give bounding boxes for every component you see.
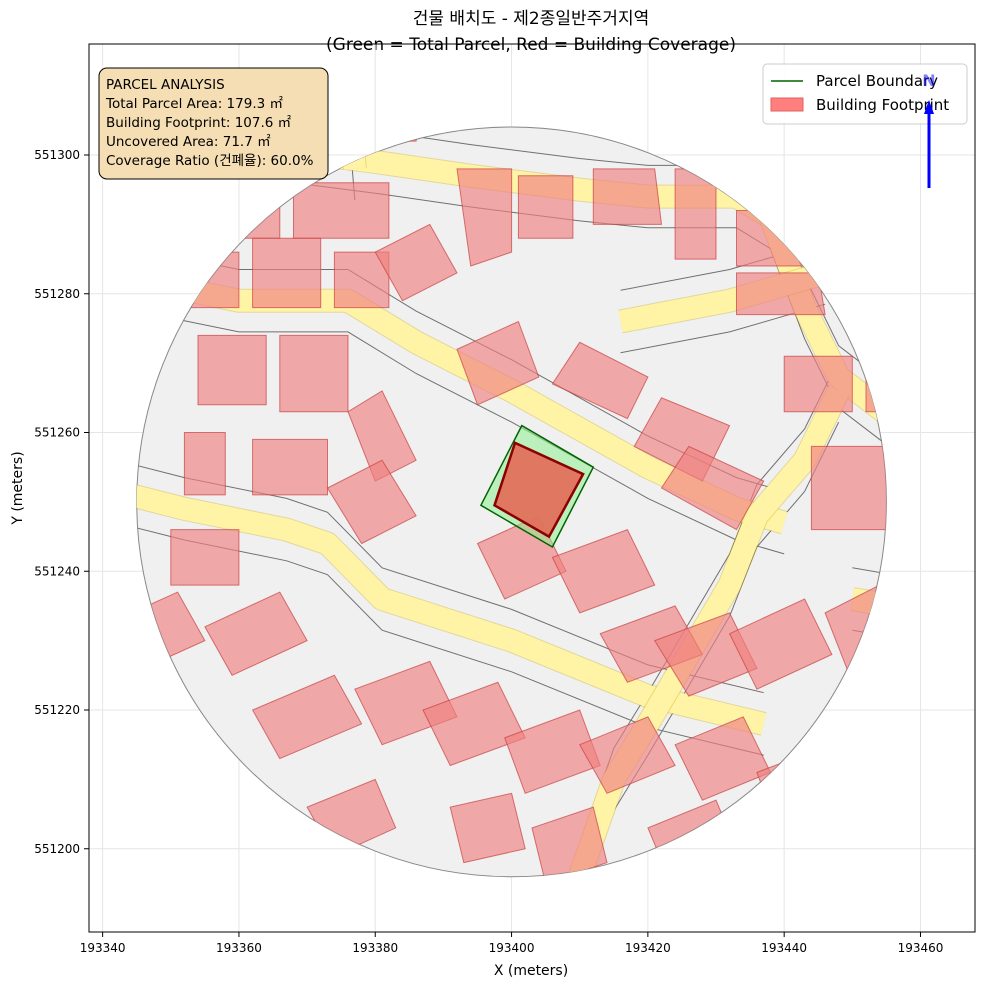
x-tick-label: 193400 <box>489 941 535 955</box>
neighbor-building <box>279 334 349 413</box>
x-tick-label: 193440 <box>761 941 807 955</box>
north-arrow: N <box>922 71 936 188</box>
x-tick-label: 193340 <box>80 941 126 955</box>
neighbor-building <box>674 716 772 801</box>
block-outline <box>170 317 785 555</box>
neighbor-building <box>252 237 322 309</box>
legend-parcel-boundary: Parcel Boundary <box>816 72 938 90</box>
neighbor-building <box>252 438 328 496</box>
block-outline <box>852 629 887 645</box>
neighbor-building <box>197 334 267 406</box>
neighbor-building <box>865 348 887 413</box>
info-box-background <box>98 67 329 180</box>
info-building-footprint: Building Footprint: 107.6 ㎡ <box>106 115 292 131</box>
block-outline <box>852 567 887 583</box>
chart-title-line2: (Green = Total Parcel, Red = Building Co… <box>326 35 736 55</box>
x-tick-label: 193460 <box>898 941 944 955</box>
neighbor-building <box>504 709 601 794</box>
x-tick-label: 193380 <box>352 941 398 955</box>
neighbor-building <box>326 459 417 545</box>
neighbor-building <box>170 529 240 586</box>
info-heading: PARCEL ANALYSIS <box>106 77 225 93</box>
neighbor-building <box>660 445 765 531</box>
north-label: N <box>922 71 935 90</box>
x-axis-label: X (meters) <box>494 963 568 979</box>
neighbor-building <box>374 223 458 302</box>
info-uncovered-area: Uncovered Area: 71.7 ㎡ <box>106 134 271 150</box>
legend: Parcel Boundary Building Footprint <box>762 63 968 125</box>
legend-building-footprint: Building Footprint <box>816 96 949 114</box>
road-edge <box>843 285 887 365</box>
building-footprint <box>492 441 585 539</box>
neighbor-building <box>783 355 853 413</box>
neighbor-building <box>224 182 281 239</box>
x-axis-ticks: 193340 193360 193380 193400 193420 193440 1934… <box>80 932 944 955</box>
info-coverage-ratio: Coverage Ratio (건폐율): 60.0% <box>106 153 314 169</box>
block-outline <box>347 127 356 138</box>
road <box>844 286 887 364</box>
legend-background <box>762 63 968 125</box>
neighbor-building <box>456 168 513 267</box>
y-axis-ticks: 551200 551220 551240 551260 551280 551300 <box>34 148 89 856</box>
y-tick-label: 551200 <box>34 842 80 856</box>
neighbor-building <box>551 528 656 614</box>
y-axis-label: Y (meters) <box>10 451 26 525</box>
neighbor-building <box>456 320 540 406</box>
neighbor-building <box>674 168 717 260</box>
neighbor-building <box>367 127 424 142</box>
neighbor-building <box>443 65 498 121</box>
neighbor-building <box>347 390 417 482</box>
neighbor-building <box>183 432 226 496</box>
neighbor-building <box>293 182 390 239</box>
neighbor-building <box>251 674 363 760</box>
neighbor-building <box>592 168 663 225</box>
neighbor-building <box>422 681 526 767</box>
info-total-area: Total Parcel Area: 179.3 ㎡ <box>105 96 283 112</box>
neighbor-building <box>525 72 593 121</box>
road <box>337 127 366 170</box>
y-tick-label: 551220 <box>34 703 80 717</box>
x-tick-label: 193420 <box>625 941 671 955</box>
parcel-analysis-box: PARCEL ANALYSIS Total Parcel Area: 179.3… <box>98 67 329 180</box>
x-tick-label: 193360 <box>216 941 262 955</box>
neighbor-building <box>517 175 574 239</box>
neighbor-building <box>736 272 826 316</box>
neighbor-building <box>728 598 833 690</box>
y-tick-label: 551240 <box>34 564 80 578</box>
north-arrow-head-icon <box>924 100 934 114</box>
y-tick-label: 551280 <box>34 287 80 301</box>
neighbor-building <box>736 210 826 267</box>
neighbor-building <box>183 251 240 309</box>
neighbor-building <box>449 792 526 864</box>
chart-title-line1: 건물 배치도 - 제2종일반주거지역 <box>413 9 649 29</box>
legend-patch-swatch <box>770 97 804 112</box>
neighbor-building <box>578 716 676 794</box>
neighbor-building <box>551 341 649 420</box>
y-tick-label: 551260 <box>34 426 80 440</box>
y-tick-label: 551300 <box>34 148 80 162</box>
road-edge <box>336 127 367 170</box>
axes-frame <box>88 43 976 933</box>
neighbor-building <box>204 591 308 676</box>
road <box>136 484 767 735</box>
neighbor-building <box>810 445 887 531</box>
